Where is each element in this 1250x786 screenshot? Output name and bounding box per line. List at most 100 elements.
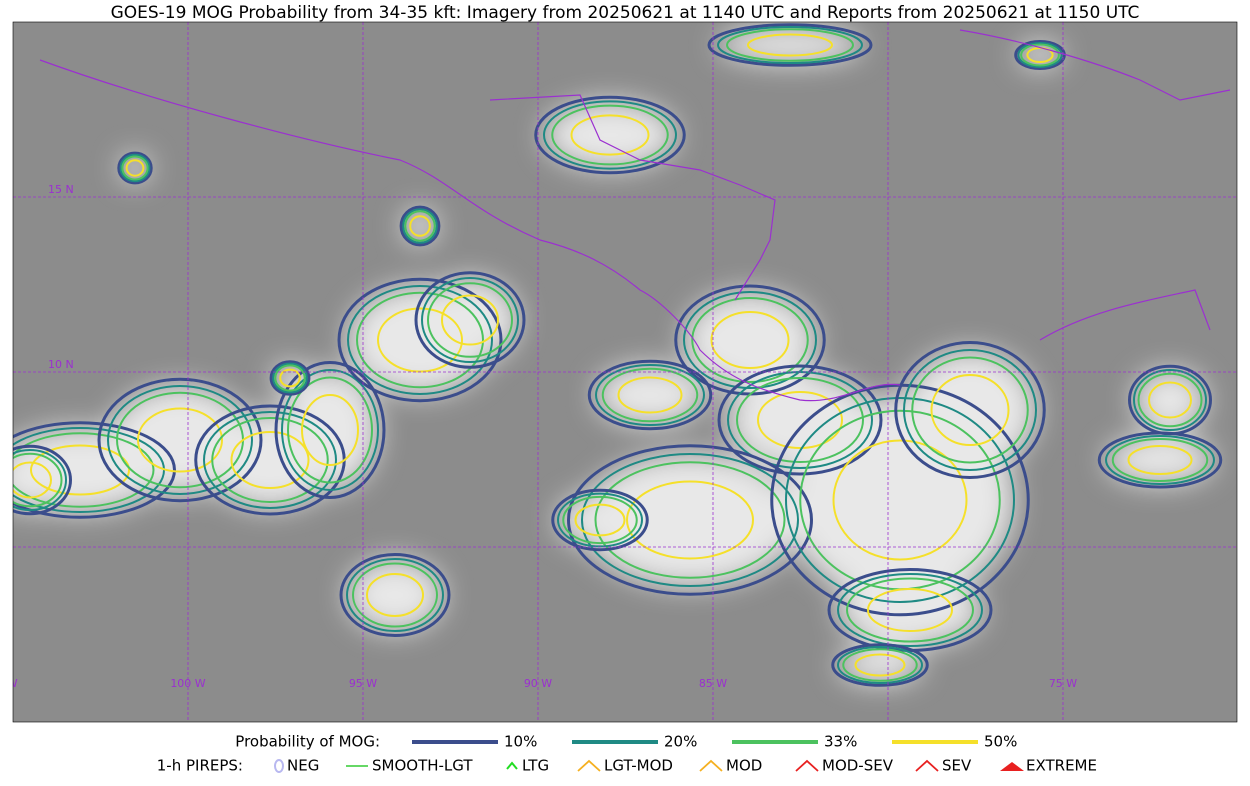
map-frame <box>12 21 1238 723</box>
longitude-label: 100 W <box>170 677 205 690</box>
contour <box>352 562 438 628</box>
legend-label: LTG <box>522 757 549 775</box>
cloud <box>544 101 676 169</box>
contour <box>107 385 253 495</box>
contour <box>626 480 754 560</box>
cloud <box>904 350 1036 470</box>
contour <box>1105 435 1215 485</box>
contour <box>274 361 386 499</box>
contour <box>404 210 436 242</box>
contour <box>402 208 438 244</box>
contour <box>421 277 519 363</box>
contour <box>595 364 705 426</box>
cloud <box>1018 43 1062 67</box>
contour <box>272 362 308 394</box>
cloud <box>838 647 922 683</box>
contour <box>441 294 499 346</box>
legend-symbol <box>506 761 518 770</box>
contour <box>279 368 301 388</box>
cloud <box>838 574 982 646</box>
cloud <box>684 292 816 388</box>
contour <box>1111 438 1209 482</box>
contour <box>726 28 854 62</box>
title: GOES-19 MOG Probability from 34-35 kft: … <box>111 3 1140 23</box>
contour <box>601 367 699 423</box>
coastline <box>959 29 1231 101</box>
contour <box>13 461 52 499</box>
contour <box>230 431 310 489</box>
contour <box>269 360 311 396</box>
legend-symbol <box>699 759 723 772</box>
contour <box>1097 431 1223 489</box>
contour <box>854 653 906 677</box>
legend-label: LGT-MOD <box>604 757 673 775</box>
longitude-label: 85 W <box>699 677 727 690</box>
cloud <box>718 27 862 63</box>
legend-symbol <box>1000 762 1024 771</box>
contour <box>710 311 790 369</box>
contour <box>567 444 813 596</box>
contour <box>562 495 638 545</box>
contour <box>409 215 431 237</box>
legend-label: MOD-SEV <box>822 757 894 775</box>
legend-title: 1-h PIREPS: <box>157 757 243 775</box>
contour <box>137 407 223 473</box>
cloud <box>422 278 518 362</box>
legend-label: SEV <box>942 757 972 775</box>
contour <box>717 26 863 64</box>
coastline <box>489 94 776 301</box>
contour <box>287 376 373 484</box>
contour <box>551 488 649 552</box>
legend-label: 10% <box>504 733 537 751</box>
legend-label: 33% <box>824 733 857 751</box>
cloud <box>596 365 704 425</box>
contour <box>930 374 1010 446</box>
legend-label: 50% <box>984 733 1017 751</box>
contour <box>339 553 451 637</box>
contour <box>377 307 463 373</box>
contour <box>1020 43 1060 67</box>
contour <box>119 153 151 183</box>
contour <box>867 588 953 632</box>
coastline <box>39 59 901 402</box>
contour <box>414 271 526 369</box>
contour <box>574 503 626 537</box>
contour <box>894 341 1046 479</box>
contour <box>1137 372 1203 428</box>
contour <box>281 369 379 491</box>
contour <box>747 33 833 57</box>
longitude-label: 75 W <box>1049 677 1077 690</box>
contour <box>557 492 643 548</box>
contour <box>587 359 713 431</box>
contour <box>837 573 983 647</box>
longitude-label: 95 W <box>349 677 377 690</box>
contour <box>707 23 873 67</box>
cloud <box>1134 370 1206 430</box>
cloud <box>582 454 798 586</box>
contour <box>13 444 72 516</box>
contour <box>837 646 923 684</box>
contour <box>301 394 359 466</box>
legend-symbol <box>795 759 819 772</box>
legend-label: 20% <box>664 733 697 751</box>
cloud <box>347 559 443 631</box>
probability-contours <box>13 23 1223 687</box>
contour <box>13 449 67 511</box>
contour <box>617 376 683 414</box>
contour <box>1148 381 1192 419</box>
contour <box>570 114 650 156</box>
contour <box>356 291 484 389</box>
contour <box>13 421 176 519</box>
contour <box>97 377 263 503</box>
latitude-label: 10 N <box>48 358 74 371</box>
contour <box>842 648 918 682</box>
legend-label: EXTREME <box>1026 757 1097 775</box>
legend-symbol <box>274 759 284 773</box>
contour <box>13 452 63 508</box>
contour <box>581 453 799 587</box>
coastline <box>1039 289 1211 341</box>
contour <box>125 159 145 177</box>
contour <box>757 391 843 449</box>
contour <box>831 643 929 687</box>
contour <box>551 104 669 166</box>
